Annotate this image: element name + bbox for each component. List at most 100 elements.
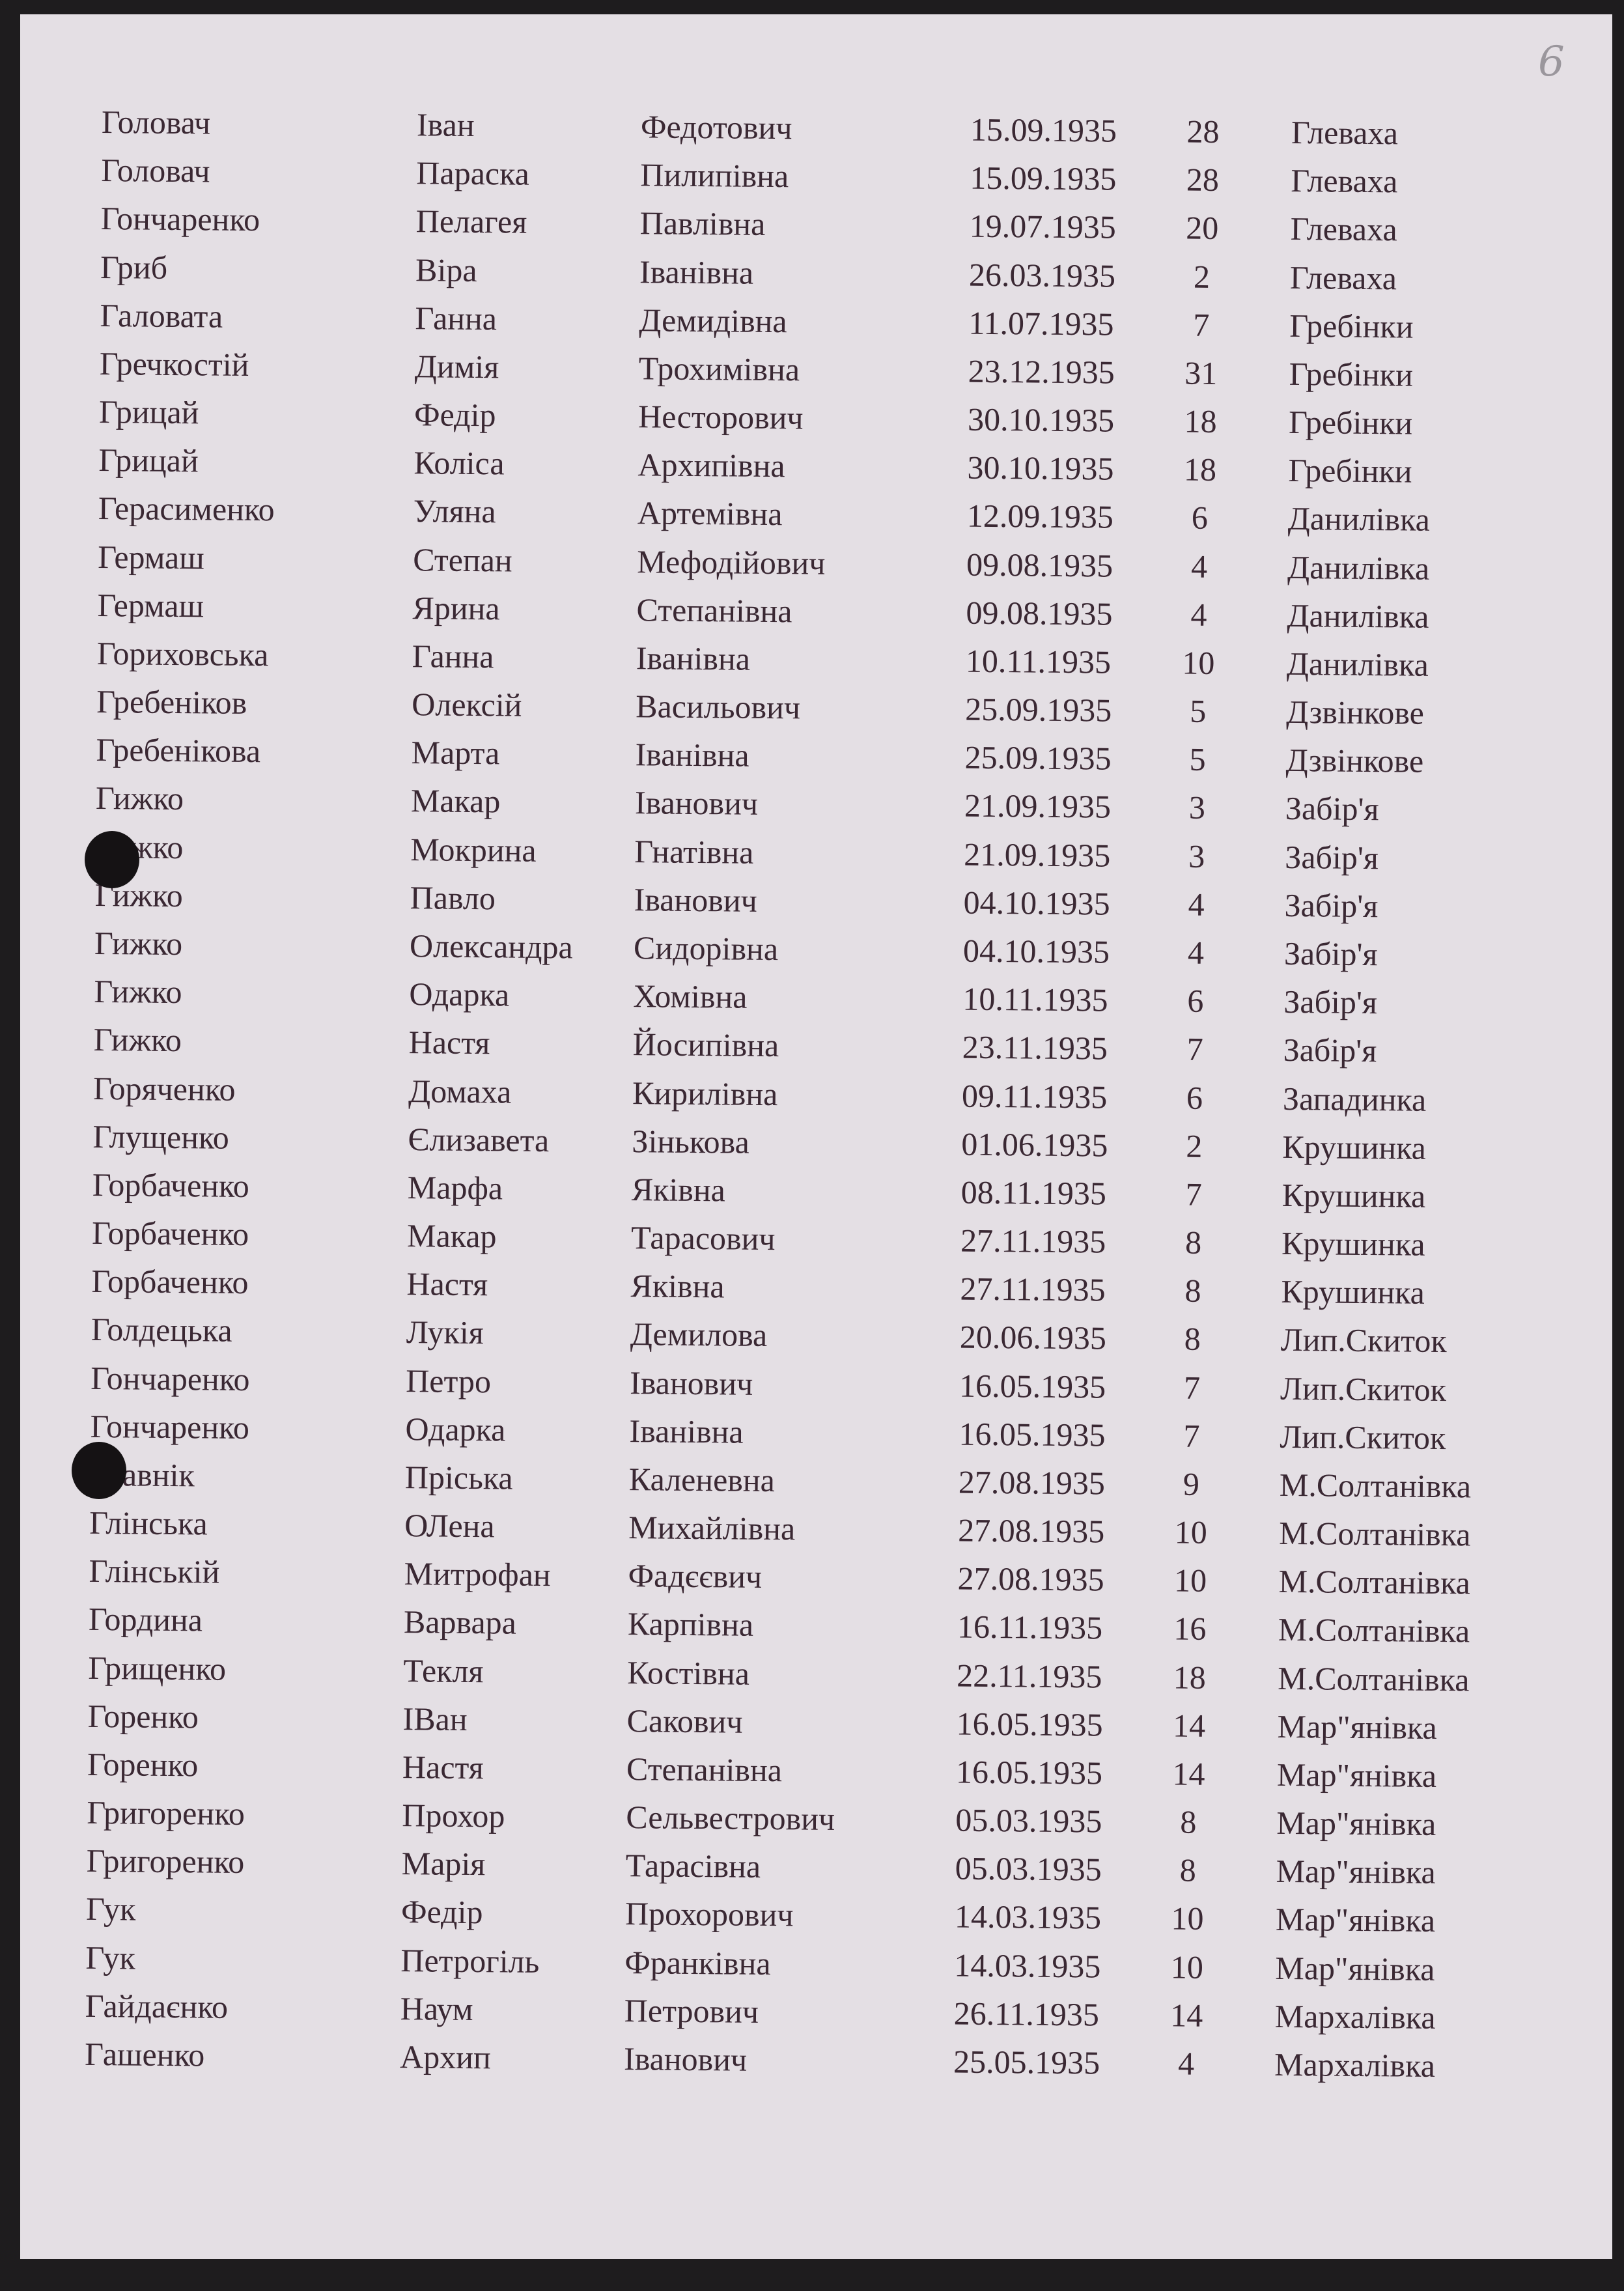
cell-patronymic: Каленевна (628, 1461, 776, 1498)
cell-village: Забір'я (1283, 1032, 1377, 1069)
cell-number: 8 (1184, 1320, 1201, 1358)
cell-surname: Гречкостій (99, 344, 249, 383)
cell-village: Мар"янівка (1275, 1901, 1436, 1939)
cell-date: 26.11.1935 (953, 1995, 1100, 2033)
cell-date: 09.08.1935 (966, 594, 1113, 632)
cell-date: 15.09.1935 (970, 111, 1117, 149)
cell-surname: Гижко (93, 1021, 182, 1059)
cell-number: 10 (1182, 644, 1215, 681)
cell-village: Крушинка (1281, 1176, 1426, 1215)
cell-date: 10.11.1935 (962, 980, 1108, 1019)
cell-number: 4 (1188, 886, 1205, 923)
cell-first-name: Макар (406, 1217, 497, 1255)
cell-first-name: Одарка (409, 976, 510, 1013)
cell-first-name: Марфа (407, 1169, 503, 1207)
cell-first-name: Віра (415, 251, 477, 288)
cell-patronymic: Тарасович (630, 1219, 776, 1258)
cell-patronymic: Іванівна (636, 640, 751, 677)
cell-first-name: Макар (410, 782, 501, 820)
cell-village: Гребінки (1288, 452, 1412, 490)
cell-first-name: Текля (403, 1651, 484, 1689)
cell-village: Мар"янівка (1277, 1708, 1437, 1746)
cell-patronymic: Несторович (637, 398, 804, 436)
cell-number: 14 (1172, 1755, 1205, 1792)
cell-number: 10 (1174, 1513, 1207, 1551)
cell-first-name: Марта (411, 734, 500, 772)
cell-patronymic: Пилипівна (640, 156, 789, 195)
cell-number: 2 (1193, 258, 1211, 295)
cell-surname: Горенко (87, 1745, 199, 1784)
cell-number: 7 (1183, 1369, 1201, 1406)
cell-date: 09.08.1935 (966, 546, 1113, 584)
cell-surname: Горенко (87, 1697, 199, 1736)
cell-date: 23.12.1935 (968, 352, 1115, 391)
cell-number: 9 (1183, 1465, 1200, 1502)
cell-date: 12.09.1935 (966, 498, 1114, 535)
cell-number: 7 (1183, 1417, 1200, 1454)
cell-village: Глеваха (1291, 113, 1399, 152)
cell-village: Данилівка (1287, 500, 1431, 539)
cell-date: 16.05.1935 (959, 1415, 1106, 1454)
cell-number: 14 (1172, 1707, 1206, 1744)
cell-date: 21.09.1935 (964, 787, 1112, 826)
cell-village: Мархалівка (1274, 2045, 1436, 2084)
cell-patronymic: Тарасівна (625, 1847, 761, 1885)
cell-village: Забір'я (1283, 983, 1378, 1021)
cell-village: Мар"янівка (1276, 1853, 1436, 1891)
cell-number: 18 (1183, 451, 1217, 488)
cell-patronymic: Демилова (630, 1315, 768, 1354)
cell-date: 10.11.1935 (965, 642, 1112, 681)
cell-number: 14 (1170, 1997, 1203, 2034)
cell-surname: Глінська (89, 1504, 208, 1542)
cell-patronymic: Гнатівна (634, 832, 754, 871)
cell-number: 20 (1185, 209, 1219, 247)
cell-number: 7 (1186, 1030, 1203, 1068)
cell-patronymic: Павлівна (639, 204, 766, 243)
punch-hole (85, 831, 139, 888)
cell-number: 16 (1173, 1610, 1207, 1648)
cell-surname: Гориховська (96, 634, 269, 673)
cell-surname: Горбаченко (92, 1166, 250, 1204)
cell-first-name: Мокрина (410, 830, 537, 869)
cell-surname: Гашенко (84, 2035, 205, 2073)
cell-patronymic: Прохорович (624, 1895, 794, 1933)
cell-number: 31 (1184, 354, 1218, 391)
cell-number: 8 (1184, 1272, 1201, 1309)
cell-first-name: Настя (408, 1024, 490, 1061)
cell-village: Данилівка (1286, 645, 1429, 683)
cell-village: Глеваха (1291, 162, 1398, 200)
cell-date: 30.10.1935 (967, 401, 1115, 439)
cell-date: 05.03.1935 (955, 1849, 1102, 1888)
cell-date: 09.11.1935 (961, 1077, 1108, 1116)
cell-surname: Галовата (100, 296, 223, 335)
cell-village: Данилівка (1287, 548, 1430, 587)
cell-surname: Горбаченко (91, 1214, 249, 1253)
cell-patronymic: Демидівна (639, 301, 787, 339)
cell-number: 10 (1170, 1948, 1204, 1986)
cell-village: Гребінки (1289, 355, 1414, 393)
cell-patronymic: Костівна (627, 1653, 750, 1692)
cell-patronymic: Сельвестрович (626, 1799, 835, 1838)
cell-surname: Гермаш (97, 586, 204, 625)
cell-patronymic: Іванович (634, 784, 759, 822)
cell-village: Мар"янівка (1276, 1756, 1437, 1794)
cell-patronymic: Архипівна (637, 446, 785, 485)
cell-first-name: Пелагея (415, 203, 527, 241)
cell-first-name: Петро (405, 1362, 492, 1399)
cell-first-name: Параска (416, 154, 530, 192)
cell-date: 20.06.1935 (959, 1318, 1107, 1356)
cell-surname: Гордина (88, 1601, 203, 1638)
cell-village: Крушинка (1281, 1224, 1425, 1263)
cell-date: 15.09.1935 (970, 159, 1117, 197)
cell-date: 27.08.1935 (958, 1511, 1105, 1550)
cell-village: М.Солтанівка (1278, 1563, 1471, 1601)
cell-date: 27.08.1935 (957, 1560, 1104, 1598)
cell-number: 8 (1184, 1224, 1202, 1261)
cell-first-name: Митрофан (404, 1555, 551, 1594)
cell-surname: Герасименко (98, 490, 275, 528)
cell-first-name: Домаха (408, 1072, 512, 1110)
cell-date: 01.06.1935 (961, 1125, 1108, 1164)
cell-date: 25.09.1935 (964, 738, 1112, 777)
cell-number: 18 (1173, 1659, 1207, 1696)
cell-village: Забір'я (1283, 935, 1378, 973)
